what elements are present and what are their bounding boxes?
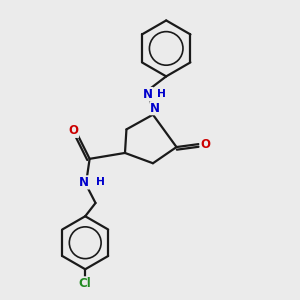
Text: Cl: Cl	[79, 277, 92, 290]
Text: N: N	[143, 88, 153, 100]
Text: H: H	[95, 177, 104, 188]
Text: O: O	[68, 124, 78, 137]
Text: N: N	[150, 102, 160, 115]
Text: O: O	[200, 138, 210, 151]
Text: N: N	[79, 176, 89, 189]
Text: H: H	[157, 89, 166, 99]
